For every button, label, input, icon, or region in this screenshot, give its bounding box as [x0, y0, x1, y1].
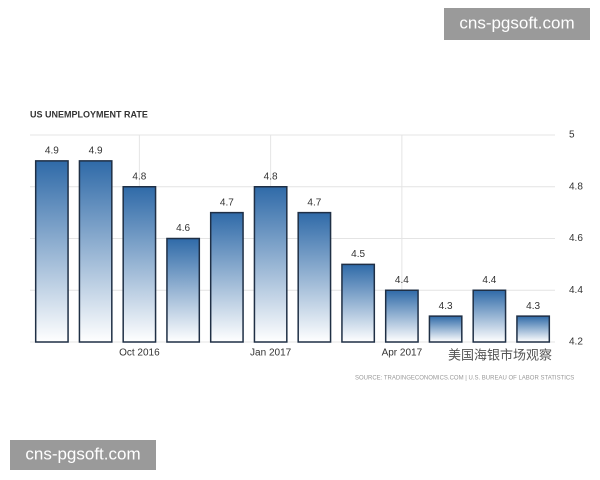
- value-label: 4.6: [176, 223, 190, 234]
- value-label: 4.9: [45, 146, 59, 157]
- value-label: 4.8: [264, 171, 278, 182]
- y-tick-label: 4.8: [569, 181, 583, 192]
- watermark-box: [444, 8, 590, 40]
- bar: [209, 211, 244, 343]
- watermark: cns-pgsoft.com: [25, 444, 140, 463]
- bar: [34, 160, 69, 343]
- watermark: 美国海银市场观察: [448, 347, 552, 362]
- chart-title: US UNEMPLOYMENT RATE: [30, 109, 148, 119]
- x-tick-label: Apr 2017: [382, 348, 423, 359]
- value-label: 4.7: [307, 197, 321, 208]
- value-label: 4.4: [482, 275, 496, 286]
- x-tick-label: Oct 2016: [119, 348, 160, 359]
- y-tick-label: 4.6: [569, 233, 583, 244]
- watermark-box: [10, 440, 156, 470]
- bar: [428, 315, 463, 343]
- value-label: 4.8: [132, 171, 146, 182]
- value-label: 4.5: [351, 249, 365, 260]
- bar: [122, 186, 157, 343]
- bar: [78, 160, 113, 343]
- bar: [166, 237, 201, 343]
- y-tick-label: 4.2: [569, 337, 583, 348]
- bar: [516, 315, 551, 343]
- bar: [384, 289, 419, 343]
- watermark: cns-pgsoft.com: [459, 13, 574, 32]
- value-label: 4.3: [526, 301, 540, 312]
- bar: [297, 211, 332, 343]
- source: SOURCE: TRADINGECONOMICS.COM | U.S. BURE…: [355, 376, 574, 382]
- y-tick-label: 4.4: [569, 285, 583, 296]
- y-tick-label: 5: [569, 130, 575, 141]
- value-label: 4.3: [439, 301, 453, 312]
- value-label: 4.7: [220, 197, 234, 208]
- value-label: 4.4: [395, 275, 409, 286]
- bar: [253, 186, 288, 343]
- bar: [341, 263, 376, 343]
- value-label: 4.9: [89, 146, 103, 157]
- bar: [472, 289, 507, 343]
- x-tick-label: Jan 2017: [250, 348, 292, 359]
